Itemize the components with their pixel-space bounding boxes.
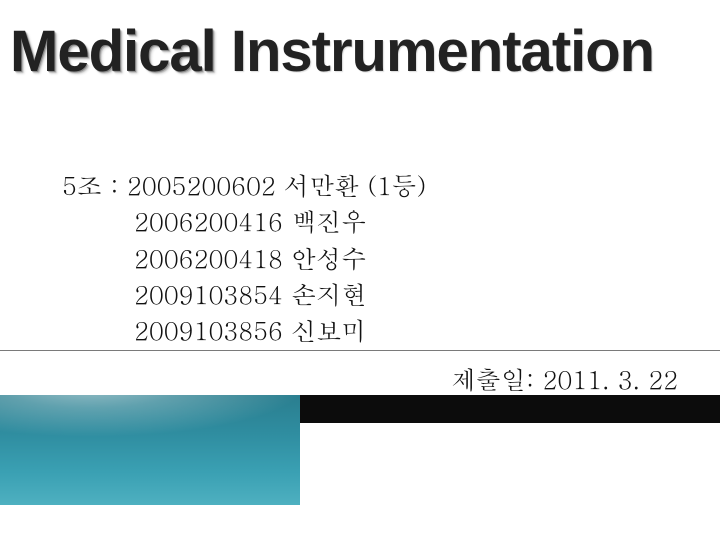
submission-date: 2011. 3. 22 (543, 362, 679, 397)
member-name: 신보미 (291, 313, 366, 348)
member-row-2: 2006200418 안성수 (62, 241, 426, 277)
horizontal-rule (0, 350, 720, 351)
member-id: 2006200418 (134, 241, 283, 276)
black-bar (300, 395, 720, 423)
title-word-1: Medical (10, 19, 216, 84)
teal-block (0, 395, 300, 505)
member-row-1: 2006200416 백진우 (62, 204, 426, 240)
member-row-4: 2009103856 신보미 (62, 313, 426, 349)
member-id: 2005200602 (127, 168, 276, 203)
member-name: 백진우 (291, 204, 366, 239)
member-name: 서만환 (284, 168, 359, 203)
group-label: 5조 : (62, 168, 119, 203)
member-row-3: 2009103854 손지현 (62, 277, 426, 313)
title-word-2: Instrumentation (231, 19, 654, 84)
member-row-0: 5조 : 2005200602 서만환 (1등) (62, 168, 426, 204)
member-list: 5조 : 2005200602 서만환 (1등) 2006200416 백진우 … (62, 168, 426, 349)
slide: Medical Instrumentation 5조 : 2005200602 … (0, 0, 720, 540)
submission-label: 제출일: (451, 362, 534, 397)
member-name: 안성수 (291, 241, 366, 276)
member-id: 2009103854 (134, 277, 283, 312)
page-title: Medical Instrumentation (10, 18, 654, 85)
submission-line: 제출일: 2011. 3. 22 (451, 362, 678, 397)
member-id: 2006200416 (134, 204, 283, 239)
member-name: 손지현 (291, 277, 366, 312)
member-id: 2009103856 (134, 313, 283, 348)
member-note: (1등) (367, 168, 426, 203)
